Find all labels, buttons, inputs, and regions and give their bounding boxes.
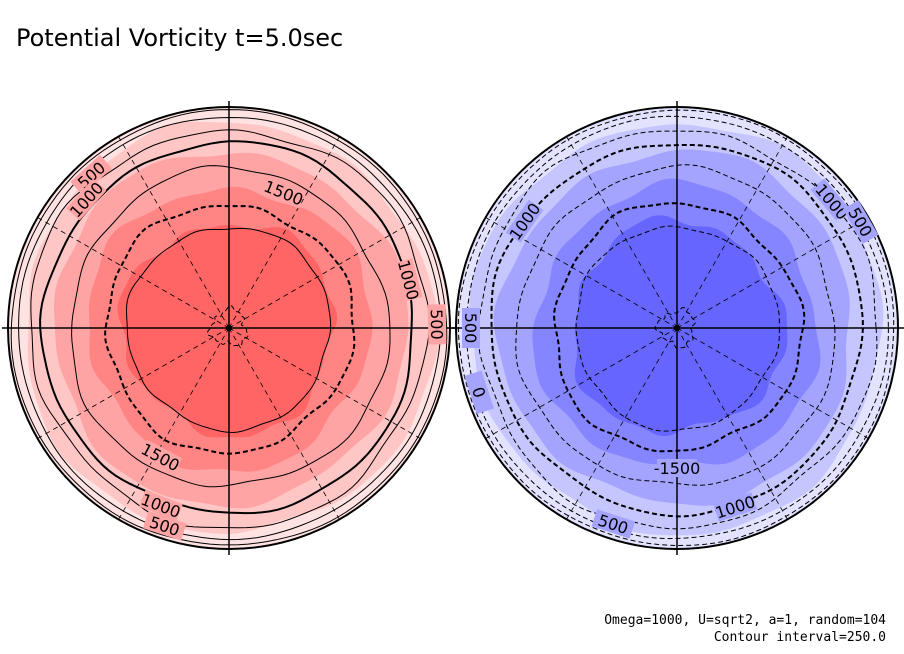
contour-label-bg — [142, 511, 187, 541]
contour-label-bg — [713, 492, 757, 522]
contour-line — [490, 144, 864, 518]
pole-marker — [674, 325, 680, 331]
contour-label-bg — [427, 304, 447, 345]
contour-label-bg — [138, 439, 183, 475]
meridian-line — [118, 136, 230, 329]
contour-label-bg — [842, 200, 879, 244]
meridian-line — [37, 217, 230, 329]
contour-label-bg — [66, 178, 107, 221]
parameters-label: Omega=1000, U=sqrt2, a=1, random=104 — [604, 613, 886, 628]
contour-label: 500 — [427, 309, 447, 340]
chart-title: Potential Vorticity t=5.0sec — [16, 24, 344, 52]
contour-label-bg — [810, 178, 850, 221]
meridian-line — [37, 327, 230, 439]
meridian-line — [566, 327, 678, 520]
contour-label-bg — [591, 509, 636, 539]
contour-label-bg — [464, 370, 494, 415]
contour-label-bg — [462, 308, 480, 348]
pole-marker — [226, 325, 232, 331]
meridian-line — [485, 327, 678, 439]
contour-interval-label: Contour interval=250.0 — [713, 630, 886, 645]
contour-label-bg — [139, 489, 183, 521]
meridian-line — [676, 217, 869, 329]
contour-label-bg — [505, 199, 544, 243]
boundary-circle — [455, 106, 899, 550]
meridian-line — [228, 327, 340, 520]
meridian-line — [228, 327, 421, 439]
contour-label-bg — [70, 154, 113, 196]
contour-label-bg — [657, 459, 697, 477]
contour-label-bg — [261, 176, 306, 209]
meridian-line — [676, 327, 869, 439]
contour-label: -1500 — [654, 459, 701, 478]
meridian-line — [228, 217, 421, 329]
contour-line — [515, 164, 836, 486]
contour-label: 500 — [461, 313, 480, 344]
contour-label-bg — [394, 258, 423, 302]
meridian-line — [676, 327, 788, 520]
meridian-line — [566, 136, 678, 329]
meridian-line — [676, 136, 788, 329]
meridian-line — [118, 327, 230, 520]
meridian-line — [228, 136, 340, 329]
